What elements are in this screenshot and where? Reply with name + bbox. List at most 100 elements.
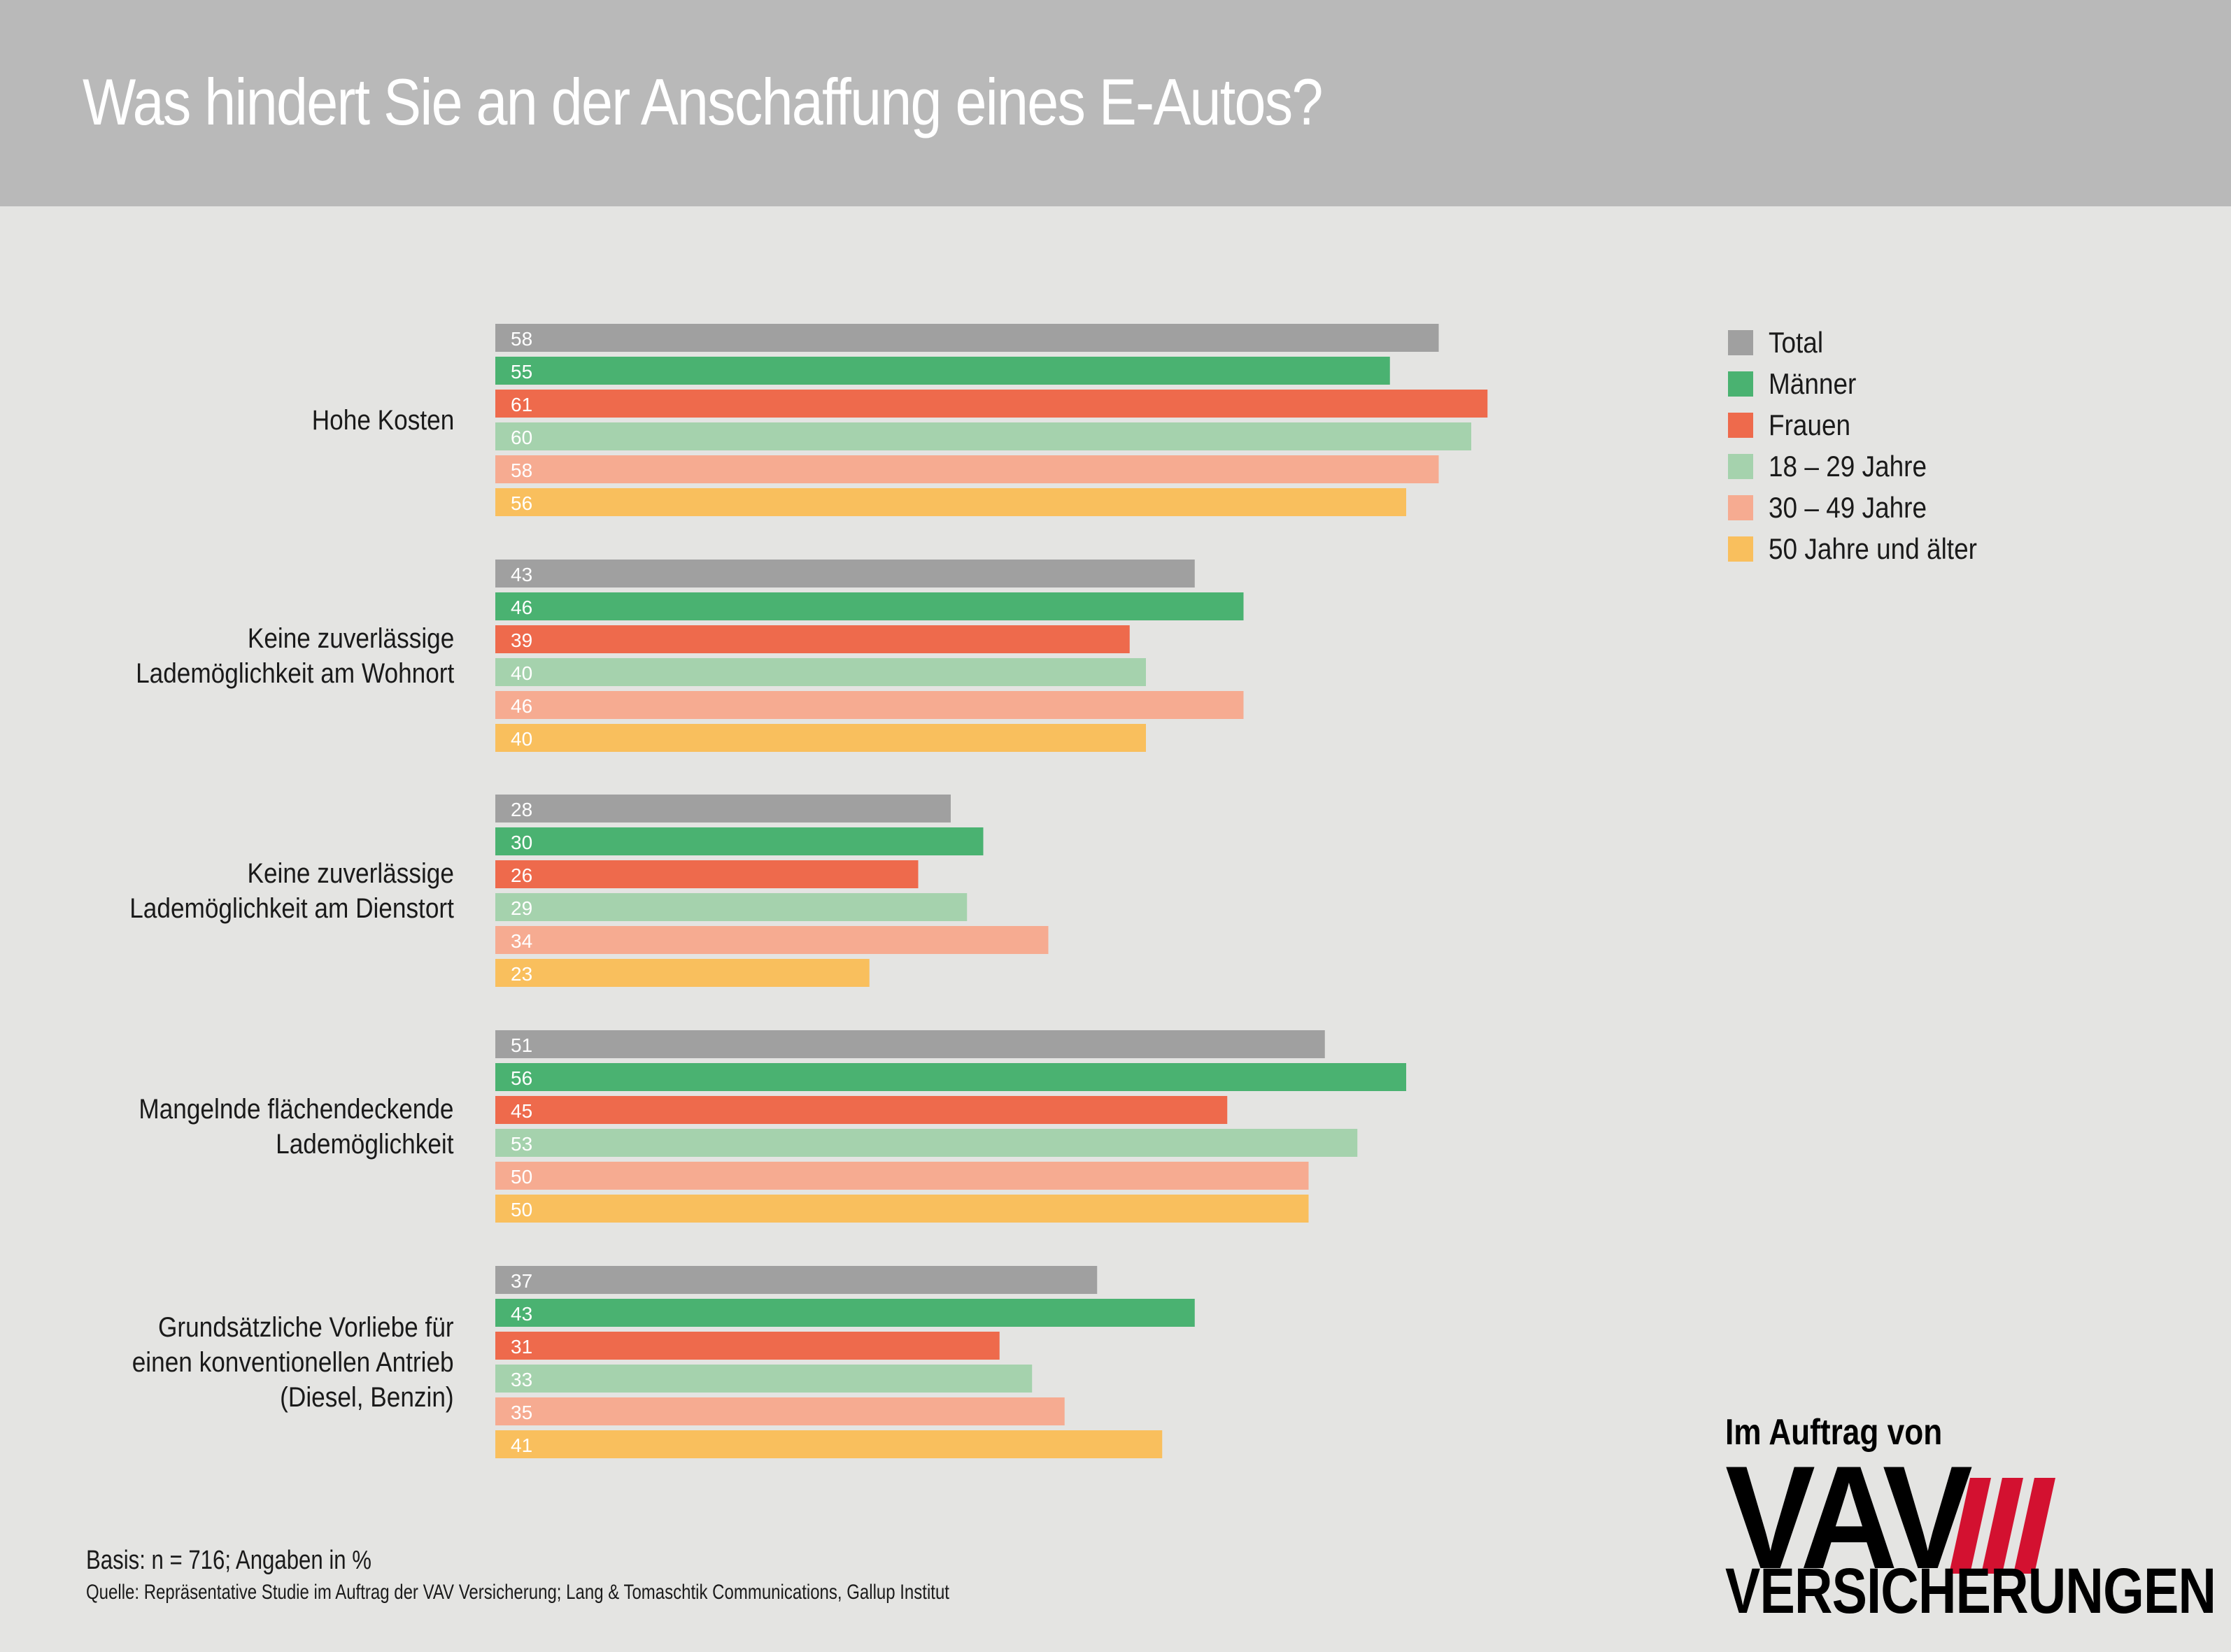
category-label-line: einen konventionellen Antrieb [132,1346,454,1378]
bar-3-2 [495,1096,1228,1124]
vav-logo: Im Auftrag von VAV VERSICHERUNGEN [1725,1411,2216,1627]
category-label-line: Keine zuverlässige [247,622,454,654]
bar-3-3 [495,1129,1358,1157]
bar-4-2 [495,1332,1000,1360]
category-label-line: Hohe Kosten [311,404,454,436]
legend: Total Männer Frauen 18 – 29 Jahre 30 – 49 Ja… [1728,322,2006,569]
bar-4-4 [495,1397,1065,1425]
category-label: Keine zuverlässige Lademöglichkeit am Die… [129,856,454,926]
bar-value-label: 35 [511,1402,532,1423]
bar-4-1 [495,1299,1195,1327]
bar-value-label: 46 [511,597,532,618]
legend-item: Frauen [1728,404,2006,446]
logo-stripes-icon [1949,1478,2055,1574]
bar-3-1 [495,1063,1406,1091]
bar-0-5 [495,488,1406,516]
legend-swatch [1728,412,1753,438]
bar-3-5 [495,1195,1309,1223]
category-label-line: Mangelnde flächendeckende [139,1093,454,1125]
legend-item: 18 – 29 Jahre [1728,446,2006,487]
bar-value-label: 43 [511,564,532,585]
bar-value-label: 31 [511,1336,532,1358]
bar-value-label: 40 [511,662,532,684]
legend-label: 30 – 49 Jahre [1769,490,1927,524]
legend-swatch [1728,536,1753,562]
bar-value-label: 55 [511,361,532,383]
bar-value-label: 40 [511,728,532,750]
legend-swatch [1728,453,1753,479]
category-label-line: Lademöglichkeit am Wohnort [135,657,454,689]
bar-3-4 [495,1162,1309,1190]
bar-value-label: 50 [511,1199,532,1220]
bar-2-3 [495,893,968,921]
legend-swatch [1728,494,1753,520]
header-banner: Was hindert Sie an der Anschaffung eines… [0,0,2231,206]
bar-0-0 [495,324,1439,352]
bar-1-3 [495,658,1146,686]
legend-label: 18 – 29 Jahre [1769,449,1927,483]
category-label: Mangelnde flächendeckende Lademöglichkeit [139,1092,454,1162]
legend-swatch [1728,329,1753,355]
bar-value-label: 58 [511,460,532,481]
category-label-line: (Diesel, Benzin) [280,1381,454,1413]
category-label-line: Lademöglichkeit [276,1128,454,1160]
bar-value-label: 50 [511,1166,532,1188]
bar-value-label: 60 [511,427,532,448]
bar-0-2 [495,390,1488,418]
legend-label: Frauen [1769,408,1851,441]
category-label-line: Lademöglichkeit am Dienstort [129,892,454,924]
legend-label: 50 Jahre und älter [1769,532,1977,565]
bar-value-label: 51 [511,1034,532,1056]
legend-item: 50 Jahre und älter [1728,528,2006,569]
category-label: Grundsätzliche Vorliebe für einen konvent… [132,1310,454,1415]
bar-value-label: 34 [511,930,532,952]
bar-value-label: 46 [511,695,532,717]
bar-value-label: 30 [511,832,532,853]
bar-value-label: 29 [511,897,532,919]
legend-item: Total [1728,322,2006,363]
bar-value-label: 43 [511,1303,532,1325]
basis-note: Basis: n = 716; Angaben in % [86,1546,371,1575]
bar-1-0 [495,560,1195,588]
bar-value-label: 56 [511,492,532,514]
bar-value-label: 33 [511,1369,532,1390]
bar-2-5 [495,959,870,987]
legend-item: 30 – 49 Jahre [1728,487,2006,528]
bar-0-4 [495,455,1439,483]
bar-4-5 [495,1430,1163,1458]
bar-value-label: 28 [511,799,532,820]
bar-chart: 58 55 61 60 58 56 43 46 39 40 46 40 28 30 26 29 34 23 51 56… [495,324,1488,1458]
bar-value-label: 58 [511,328,532,350]
bar-3-0 [495,1030,1325,1058]
bar-0-1 [495,357,1390,385]
legend-item: Männer [1728,363,2006,404]
category-label-line: Keine zuverlässige [247,857,454,889]
legend-swatch [1728,371,1753,397]
bar-1-4 [495,691,1244,719]
bar-4-3 [495,1365,1033,1393]
logo-commission-text: Im Auftrag von [1725,1412,1943,1453]
bar-2-2 [495,860,919,888]
bar-value-label: 37 [511,1270,532,1292]
legend-label: Männer [1769,366,1857,400]
bar-value-label: 61 [511,394,532,415]
bar-value-label: 53 [511,1133,532,1155]
bar-2-4 [495,926,1049,954]
bar-value-label: 45 [511,1100,532,1122]
logo-brand-text: VAV [1725,1435,1973,1600]
bar-value-label: 26 [511,864,532,886]
bar-4-0 [495,1266,1098,1294]
bar-2-1 [495,827,984,855]
category-label-line: Grundsätzliche Vorliebe für [158,1311,454,1343]
bar-value-label: 41 [511,1434,532,1456]
category-label: Keine zuverlässige Lademöglichkeit am Woh… [136,621,454,691]
bar-1-2 [495,625,1130,653]
bar-1-5 [495,724,1146,752]
logo-subtitle-text: VERSICHERUNGEN [1725,1555,2216,1627]
bar-2-0 [495,795,951,823]
bar-1-1 [495,592,1244,620]
bar-value-label: 23 [511,963,532,985]
chart-title: Was hindert Sie an der Anschaffung eines… [83,65,1323,138]
bar-0-3 [495,422,1471,450]
source-note: Quelle: Repräsentative Studie im Auftrag… [86,1581,949,1604]
